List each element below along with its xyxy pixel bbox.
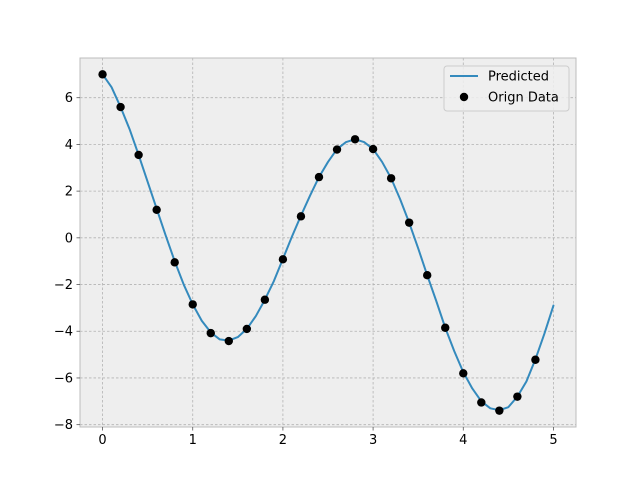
data-point <box>134 150 143 160</box>
data-point <box>459 369 468 378</box>
x-tick-label: 4 <box>459 433 467 448</box>
data-point <box>206 328 215 338</box>
legend-label-predicted: Predicted <box>488 70 549 85</box>
series-layer <box>98 70 555 415</box>
data-point <box>386 174 396 183</box>
legend-label-orign-data: Orign Data <box>488 91 559 106</box>
y-tick-label: −8 <box>54 418 73 433</box>
y-tick-label: −4 <box>54 325 73 340</box>
data-point <box>170 258 179 267</box>
grid-lines <box>80 58 576 427</box>
data-point <box>404 218 414 227</box>
data-point <box>278 255 288 264</box>
data-point <box>332 145 342 154</box>
legend-orign-data-marker <box>459 92 469 102</box>
data-point <box>531 355 540 364</box>
data-point <box>188 300 197 309</box>
y-tick-label: 2 <box>65 185 73 200</box>
x-tick-label: 0 <box>98 433 106 448</box>
data-point <box>242 324 252 334</box>
y-tick-label: −2 <box>54 278 73 293</box>
x-tick-label: 3 <box>369 433 377 448</box>
y-tick-label: 0 <box>65 231 73 246</box>
y-tick-label: 4 <box>65 138 73 153</box>
y-tick-label: 6 <box>65 91 73 106</box>
data-point <box>98 70 107 79</box>
data-point <box>314 172 324 182</box>
predicted-line <box>101 73 555 412</box>
data-point <box>224 336 233 346</box>
data-point <box>116 102 125 112</box>
data-point <box>260 295 270 304</box>
data-point <box>495 406 504 415</box>
x-tick-label: 2 <box>279 433 287 448</box>
y-tick-label: −6 <box>54 371 73 386</box>
data-point <box>152 205 161 215</box>
axes: 0 1 2 3 4 5 −8 −6 −4 −2 0 2 4 6 <box>54 57 577 448</box>
x-tick-label: 5 <box>549 433 557 448</box>
data-point <box>350 135 360 144</box>
data-point <box>513 392 522 401</box>
axes-frame <box>79 57 577 428</box>
x-tick-label: 1 <box>189 433 197 448</box>
data-point <box>423 270 432 280</box>
axes-background <box>80 58 576 427</box>
data-point <box>296 212 306 221</box>
data-point <box>477 398 486 407</box>
data-point <box>368 144 378 154</box>
plot-area <box>80 58 576 427</box>
data-point <box>441 323 450 332</box>
legend-box <box>443 65 570 112</box>
legend: Predicted Orign Data <box>443 65 570 112</box>
